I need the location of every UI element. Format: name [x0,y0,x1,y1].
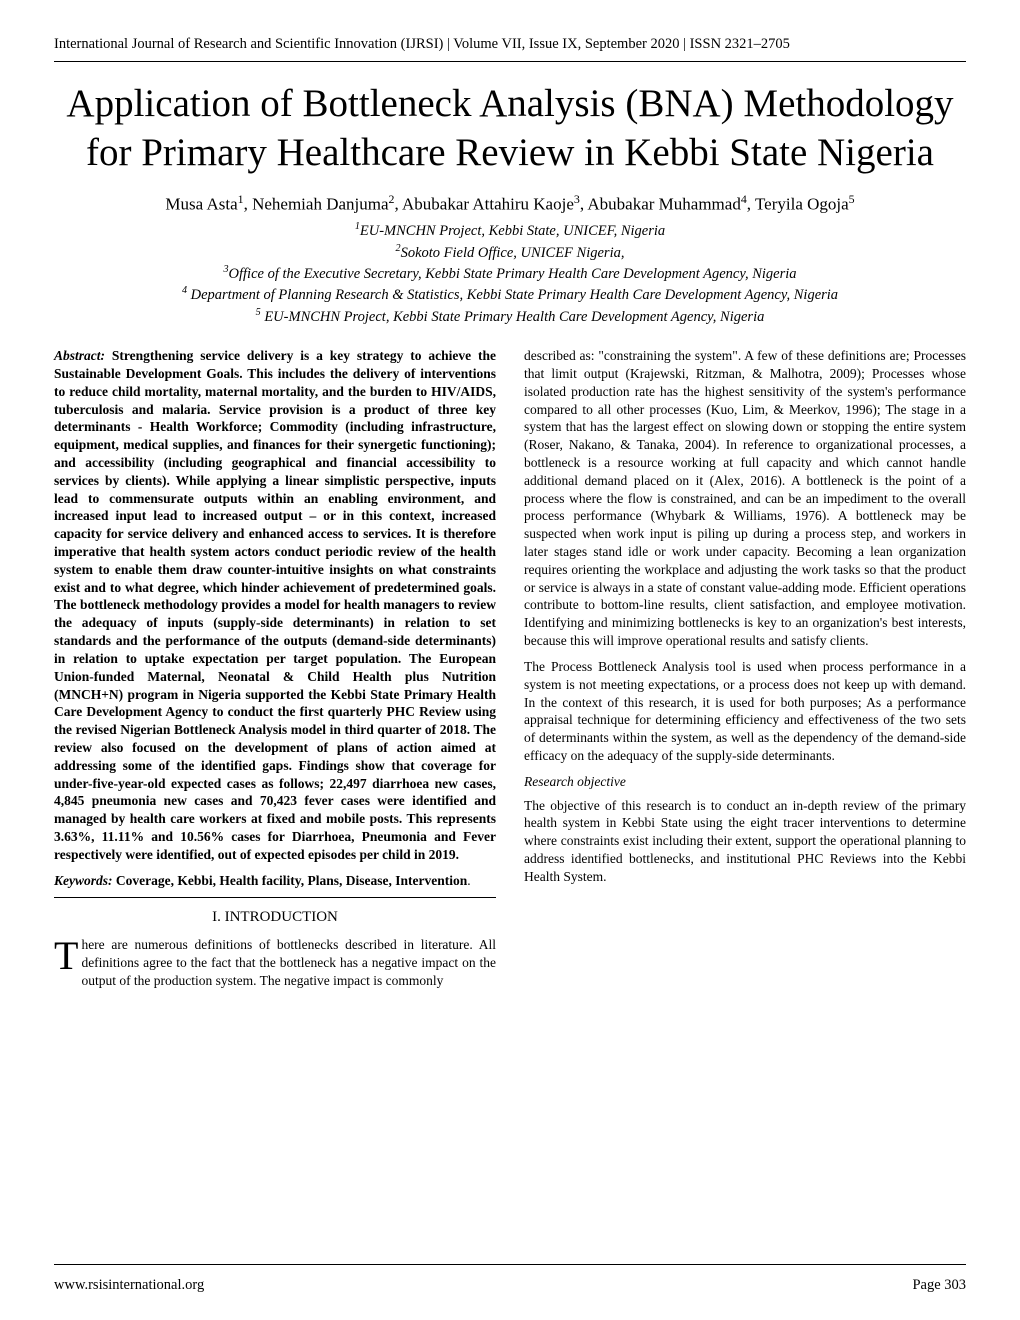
keywords-rule [54,897,496,898]
intro-paragraph: There are numerous definitions of bottle… [54,936,496,989]
right-column: described as: "constraining the system".… [524,347,966,998]
right-p3: The objective of this research is to con… [524,797,966,886]
header-rule [54,61,966,62]
footer-site: www.rsisinternational.org [54,1277,204,1294]
affiliations: 1EU-MNCHN Project, Kebbi State, UNICEF, … [54,220,966,327]
two-column-body: Abstract: Strengthening service delivery… [54,347,966,998]
paper-title: Application of Bottleneck Analysis (BNA)… [54,80,966,178]
section-introduction-heading: I. INTRODUCTION [54,908,496,928]
intro-text: here are numerous definitions of bottlen… [81,937,496,988]
right-p2: The Process Bottleneck Analysis tool is … [524,658,966,765]
abstract-label: Abstract: [54,348,112,363]
author-list: Musa Asta1, Nehemiah Danjuma2, Abubakar … [54,192,966,215]
journal-header: International Journal of Research and Sc… [54,36,966,53]
page-footer: www.rsisinternational.org Page 303 [54,1262,966,1294]
abstract: Abstract: Strengthening service delivery… [54,347,496,864]
keywords-label: Keywords: [54,873,116,888]
keywords: Keywords: Coverage, Kebbi, Health facili… [54,872,496,890]
keywords-text: Coverage, Kebbi, Health facility, Plans,… [116,873,467,888]
right-p1: described as: "constraining the system".… [524,347,966,650]
abstract-text: Strengthening service delivery is a key … [54,348,496,862]
left-column: Abstract: Strengthening service delivery… [54,347,496,998]
footer-rule [54,1264,966,1265]
research-objective-heading: Research objective [524,773,966,791]
dropcap: T [54,936,81,973]
footer-page-number: Page 303 [912,1277,966,1294]
